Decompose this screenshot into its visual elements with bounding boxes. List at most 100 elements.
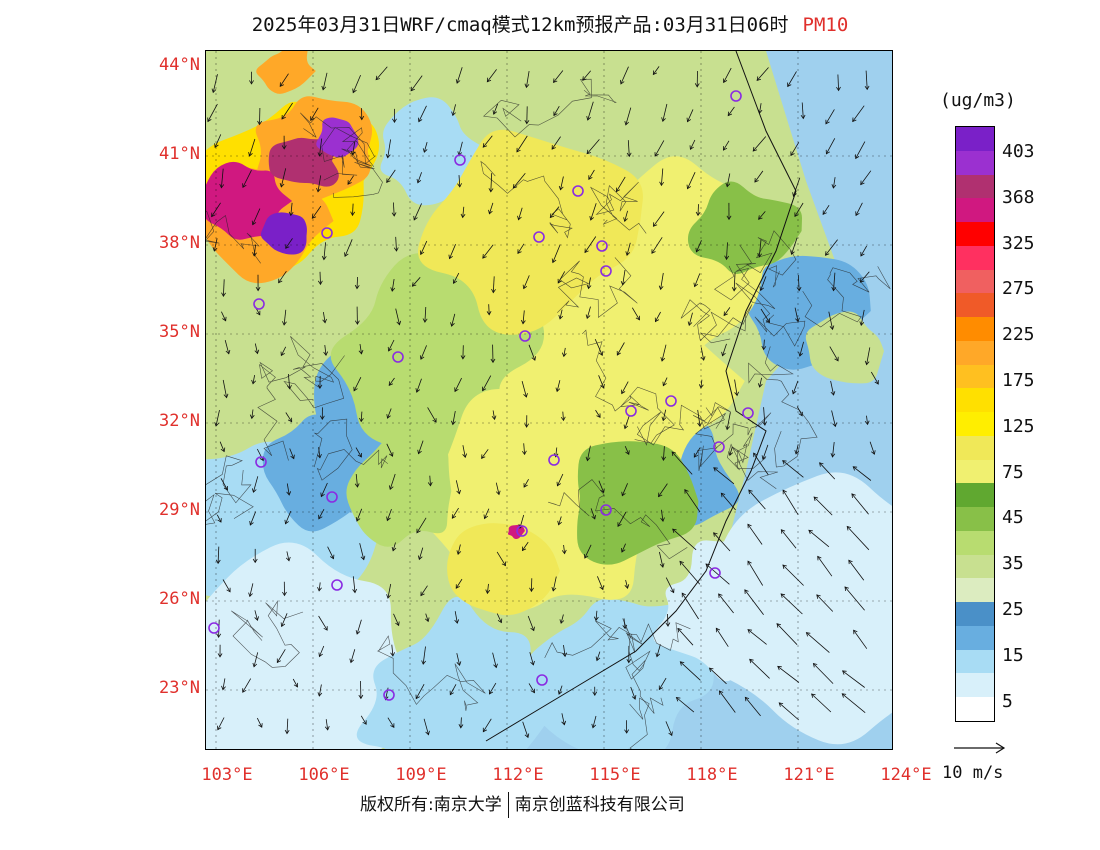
wind-vector-head xyxy=(734,391,739,397)
wind-vector-head xyxy=(686,184,692,190)
wind-vector-head xyxy=(490,358,496,364)
wind-vector xyxy=(855,141,866,159)
wind-vector xyxy=(557,473,564,486)
wind-vector-head xyxy=(223,485,228,491)
wind-vector-head xyxy=(225,349,231,355)
wind-vector-head xyxy=(317,152,323,157)
wind-vector-head xyxy=(421,660,427,665)
green-zone xyxy=(687,181,803,274)
footer-right: 南京创蓝科技有限公司 xyxy=(514,795,685,815)
wind-vector xyxy=(496,613,502,623)
wind-vector-head xyxy=(651,249,656,254)
border-line xyxy=(480,160,573,239)
wind-vector-head xyxy=(780,593,786,598)
colorbar-segment xyxy=(956,673,994,698)
wind-vector-head xyxy=(747,523,752,529)
wind-vector xyxy=(223,279,225,297)
wind-vector xyxy=(355,447,362,458)
wind-vector xyxy=(521,380,527,398)
wind-vector xyxy=(693,447,701,458)
wind-vector xyxy=(726,173,731,187)
wind-vector xyxy=(325,719,329,730)
wind-vector xyxy=(763,407,766,426)
station-marker xyxy=(255,456,267,468)
lon-label-124: 124°E xyxy=(880,765,932,785)
wind-vector xyxy=(482,375,492,391)
wind-vector xyxy=(251,409,254,419)
wind-vector-head xyxy=(723,78,728,84)
wind-vector-head xyxy=(523,393,528,398)
wind-vector-head xyxy=(451,111,456,117)
wind-vector xyxy=(563,347,566,357)
wind-vector-head xyxy=(665,622,671,627)
wind-vector xyxy=(353,377,362,391)
colorbar-segment xyxy=(956,364,994,389)
border-line xyxy=(589,181,647,234)
wind-vector-head xyxy=(222,316,227,322)
wind-vector xyxy=(558,516,562,525)
wind-vector xyxy=(780,529,797,549)
wind-vector xyxy=(694,273,701,287)
wind-vector-head xyxy=(392,118,397,123)
wind-vector xyxy=(281,613,288,627)
wind-vector xyxy=(253,476,259,493)
wind-vector xyxy=(290,202,293,216)
wind-vector-head xyxy=(659,563,665,568)
wind-vector-head xyxy=(795,317,800,323)
wind-vector-head xyxy=(621,389,626,395)
wind-vector-head xyxy=(652,222,658,227)
forecast-map[interactable] xyxy=(205,50,893,750)
wind-vector-head xyxy=(355,630,361,635)
wind-vector xyxy=(427,407,437,423)
wind-vector xyxy=(748,489,766,510)
wind-vector-head xyxy=(456,550,462,555)
wind-vector xyxy=(616,176,626,192)
wind-vector xyxy=(490,173,493,192)
colorbar-segment xyxy=(956,625,994,651)
wind-vector xyxy=(429,475,431,486)
wind-vector xyxy=(663,446,665,461)
wind-vector-head xyxy=(695,247,700,253)
wind-vector xyxy=(387,717,395,728)
wind-vector-head xyxy=(697,422,702,427)
map-canvas xyxy=(206,51,892,749)
wind-vector-head xyxy=(287,417,293,423)
wind-vector-head xyxy=(853,629,858,635)
wind-vector xyxy=(347,175,354,185)
wind-vector-head xyxy=(390,652,395,657)
wind-vector xyxy=(413,203,422,221)
wind-vector-head xyxy=(555,387,561,393)
wind-vector-head xyxy=(460,213,466,219)
wind-vector-head xyxy=(851,493,856,498)
wind-vector-head xyxy=(855,154,860,160)
wind-vector-head xyxy=(223,393,229,399)
wind-vector-head xyxy=(531,356,536,361)
wind-vector xyxy=(324,345,327,356)
wind-vector xyxy=(214,134,222,148)
wind-vector xyxy=(625,579,628,589)
wind-vector-head xyxy=(492,110,498,115)
wind-vector-head xyxy=(822,210,827,216)
wind-vector-head xyxy=(668,731,673,737)
border-line xyxy=(483,78,617,138)
wind-reference-arrow xyxy=(954,742,1006,754)
station-marker xyxy=(713,441,725,453)
lat-label-38: 38°N xyxy=(159,233,200,253)
colorbar-segment xyxy=(956,127,994,152)
wind-vector-head xyxy=(670,588,675,594)
wind-vector-head xyxy=(284,729,290,735)
wind-vector-head xyxy=(841,693,847,698)
wind-vector-head xyxy=(530,688,535,694)
wind-vector-head xyxy=(293,682,298,688)
colorbar-segment xyxy=(956,222,994,247)
station-marker xyxy=(536,674,548,686)
wind-vector-head xyxy=(217,518,222,523)
border-line xyxy=(680,299,753,344)
wind-vector-head xyxy=(718,593,723,599)
wind-vector-head xyxy=(813,496,819,501)
wind-vector-head xyxy=(524,119,530,125)
wind-vector-head xyxy=(694,83,700,88)
wind-vector xyxy=(492,410,495,420)
wind-vector xyxy=(852,466,872,481)
wind-vector xyxy=(753,452,769,476)
